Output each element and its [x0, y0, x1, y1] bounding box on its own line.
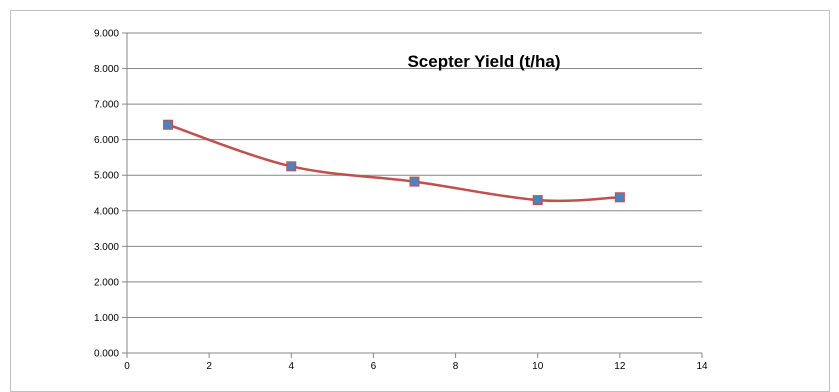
y-tick-label-2: 2.000	[94, 277, 119, 288]
gridlines	[127, 33, 702, 317]
y-tick-label-8: 8.000	[94, 64, 119, 75]
x-tick-label-4: 8	[453, 361, 459, 372]
y-tick-label-6: 6.000	[94, 135, 119, 146]
y-tick-label-0: 0.000	[94, 349, 119, 360]
data-point-0	[164, 120, 173, 129]
data-point-2	[410, 177, 419, 186]
x-tick-label-0: 0	[124, 361, 130, 372]
x-tick-label-1: 2	[206, 361, 212, 372]
x-tick-label-2: 4	[289, 361, 295, 372]
y-tick-label-1: 1.000	[94, 313, 119, 324]
x-tick-label-7: 14	[696, 361, 708, 372]
data-point-1	[287, 162, 296, 171]
data-point-4	[615, 193, 624, 202]
x-tick-label-6: 12	[614, 361, 626, 372]
series-line	[168, 125, 620, 201]
y-tick-label-5: 5.000	[94, 171, 119, 182]
series-group	[164, 120, 625, 204]
y-tick-label-3: 3.000	[94, 242, 119, 253]
y-tick-label-7: 7.000	[94, 100, 119, 111]
y-tick-label-4: 4.000	[94, 206, 119, 217]
x-tick-label-5: 10	[532, 361, 544, 372]
chart-title: Scepter Yield (t/ha)	[407, 52, 560, 71]
x-tick-label-3: 6	[371, 361, 377, 372]
data-point-3	[533, 196, 542, 205]
y-tick-label-9: 9.000	[94, 29, 119, 40]
